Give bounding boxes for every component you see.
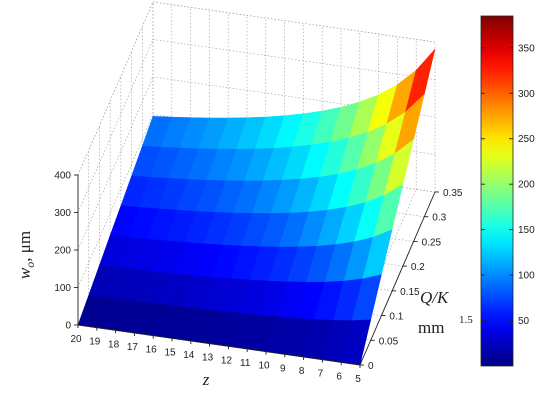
colorbar-tick-label: 300 (518, 89, 535, 100)
z-tick-label: 8 (299, 366, 305, 377)
z-tick-label: 13 (202, 353, 214, 364)
colorbar-tick-label: 150 (518, 225, 535, 236)
z-tick-label: 16 (146, 345, 158, 356)
qk-tick-label: 0.35 (443, 188, 463, 199)
colorbar-tick-label: 100 (518, 271, 535, 282)
qk-axis-label: Q/K mm 1.5 (418, 288, 473, 337)
z-tick-label: 12 (221, 355, 233, 366)
colorbar-tick-label: 250 (518, 134, 535, 145)
w-tick-label: 0 (65, 321, 71, 332)
z-tick-label: 5 (355, 374, 361, 385)
colorbar-gradient (480, 15, 514, 367)
z-tick-label: 19 (89, 337, 101, 348)
qk-tick-label: 0.1 (389, 312, 403, 323)
colorbar-tick-label: 200 (518, 180, 535, 191)
qk-tick-label: 0 (368, 361, 374, 372)
svg-text:wo, μm: wo, μm (15, 231, 37, 279)
svg-text:1.5: 1.5 (459, 314, 473, 326)
qk-tick-label: 0.25 (422, 237, 442, 248)
z-axis-ticks: 20 19 18 17 16 15 14 13 12 11 10 9 8 7 6 5 (70, 325, 361, 385)
z-tick-label: 6 (336, 371, 342, 382)
svg-text:Q/K: Q/K (420, 288, 450, 307)
qk-tick-label: 0.15 (400, 287, 420, 298)
z-tick-label: 9 (280, 363, 286, 374)
w-tick-label: 400 (54, 171, 71, 182)
w-tick-label: 100 (54, 283, 71, 294)
z-tick-label: 14 (183, 350, 195, 361)
qk-tick-label: 0.05 (379, 336, 399, 347)
z-tick-label: 7 (318, 369, 324, 380)
colorbar-tick-label: 350 (518, 43, 535, 54)
z-tick-label: 10 (258, 361, 270, 372)
z-tick-label: 18 (108, 339, 120, 350)
w-axis-ticks: 0 100 200 300 400 (54, 171, 78, 332)
w-tick-label: 300 (54, 208, 71, 219)
w-axis-label: wo, μm (15, 231, 37, 279)
qk-tick-label: 0.3 (432, 213, 446, 224)
surface-mesh (77, 48, 436, 366)
qk-tick-label: 0.2 (411, 262, 425, 273)
z-tick-label: 17 (127, 342, 139, 353)
w-tick-label: 200 (54, 246, 71, 257)
qk-axis-ticks: 0 0.05 0.1 0.15 0.2 0.25 0.3 0.35 (360, 188, 463, 372)
colorbar: 50 100 150 200 250 300 350 (480, 15, 535, 367)
z-tick-label: 20 (70, 334, 82, 345)
z-tick-label: 15 (164, 347, 176, 358)
z-tick-label: 11 (240, 358, 251, 369)
z-axis-label: z (202, 370, 210, 389)
svg-text:mm: mm (418, 318, 444, 337)
colorbar-tick-label: 50 (518, 316, 530, 327)
